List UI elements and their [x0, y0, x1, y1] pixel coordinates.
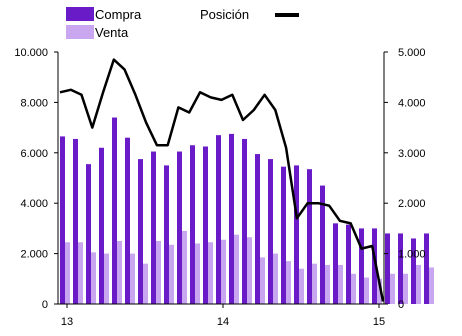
- venta-bar: [286, 261, 291, 304]
- venta-bar: [117, 241, 122, 304]
- compra-bar: [229, 133, 234, 304]
- legend-compra-swatch: [66, 7, 94, 21]
- venta-bar: [78, 242, 83, 304]
- compra-bar: [268, 159, 273, 304]
- compra-bar: [372, 228, 377, 304]
- left-tick-label: 0: [42, 299, 48, 311]
- compra-bar: [255, 154, 260, 304]
- compra-bar: [359, 228, 364, 304]
- compra-bar: [424, 233, 429, 304]
- compra-bar: [138, 159, 143, 304]
- venta-bar: [143, 263, 148, 304]
- left-tick-label: 2.000: [20, 249, 48, 261]
- venta-bar: [130, 253, 135, 304]
- venta-bar: [104, 253, 109, 304]
- compra-bar: [177, 151, 182, 304]
- compra-bar: [125, 137, 130, 304]
- compra-bar: [216, 135, 221, 304]
- compra-bar: [164, 165, 169, 304]
- right-tick-label: 4.000: [398, 97, 426, 109]
- compra-bar: [307, 169, 312, 304]
- compra-bar: [385, 233, 390, 304]
- right-tick-label: 2.000: [398, 198, 426, 210]
- venta-bar: [221, 239, 226, 304]
- venta-bar: [65, 242, 70, 304]
- x-tick-label: 15: [373, 316, 385, 328]
- venta-bar: [299, 268, 304, 304]
- left-tick-label: 6.000: [20, 148, 48, 160]
- venta-bar: [377, 278, 382, 304]
- compra-bar: [398, 233, 403, 304]
- compra-bar: [294, 165, 299, 304]
- venta-bar: [364, 277, 369, 304]
- axes-layer: 0 2.000 4.000 6.000 8.000 10.000 0 1.000 2.000 3.…: [14, 47, 425, 328]
- venta-bar: [260, 257, 265, 304]
- right-tick-label: 0: [398, 299, 404, 311]
- left-tick-label: 4.000: [20, 198, 48, 210]
- compra-bar: [320, 185, 325, 304]
- venta-bar: [182, 230, 187, 304]
- venta-bar: [390, 273, 395, 304]
- right-tick-label: 3.000: [398, 148, 426, 160]
- venta-bar: [195, 243, 200, 304]
- venta-bar: [403, 273, 408, 304]
- bars-layer: [60, 117, 434, 305]
- compra-bar: [86, 164, 91, 304]
- venta-bar: [208, 242, 213, 304]
- venta-bar: [351, 273, 356, 304]
- right-tick-label: 5.000: [398, 47, 426, 59]
- venta-bar: [169, 244, 174, 304]
- legend-venta-swatch: [66, 25, 94, 39]
- legend-venta-label: Venta: [95, 25, 129, 40]
- posicion-line: [59, 58, 385, 302]
- compra-bar: [99, 147, 104, 304]
- venta-bar: [247, 237, 252, 304]
- compra-bar: [190, 145, 195, 304]
- x-tick-label: 13: [61, 316, 73, 328]
- x-tick-label: 14: [217, 316, 229, 328]
- venta-bar: [273, 253, 278, 304]
- compra-bar: [60, 136, 65, 304]
- left-tick-label: 10.000: [14, 47, 48, 59]
- venta-bar: [91, 252, 96, 304]
- legend: Compra Venta Posición: [66, 7, 299, 40]
- compra-bar: [346, 224, 351, 304]
- venta-bar: [416, 264, 421, 304]
- venta-bar: [234, 234, 239, 304]
- compra-bar: [112, 117, 117, 305]
- left-tick-label: 8.000: [20, 97, 48, 109]
- compra-bar: [151, 151, 156, 304]
- compra-bar: [242, 138, 247, 304]
- legend-posicion-label: Posición: [200, 7, 249, 22]
- compra-bar: [411, 238, 416, 304]
- compra-bar: [281, 166, 286, 304]
- compra-bar: [333, 223, 338, 304]
- venta-bar: [429, 267, 434, 304]
- venta-bar: [338, 264, 343, 304]
- right-tick-label: 1.000: [398, 249, 426, 261]
- venta-bar: [325, 264, 330, 304]
- compra-bar: [73, 138, 78, 304]
- venta-bar: [312, 263, 317, 304]
- legend-compra-label: Compra: [95, 7, 142, 22]
- compra-bar: [203, 146, 208, 304]
- venta-bar: [156, 241, 161, 304]
- line-layer: [59, 58, 385, 302]
